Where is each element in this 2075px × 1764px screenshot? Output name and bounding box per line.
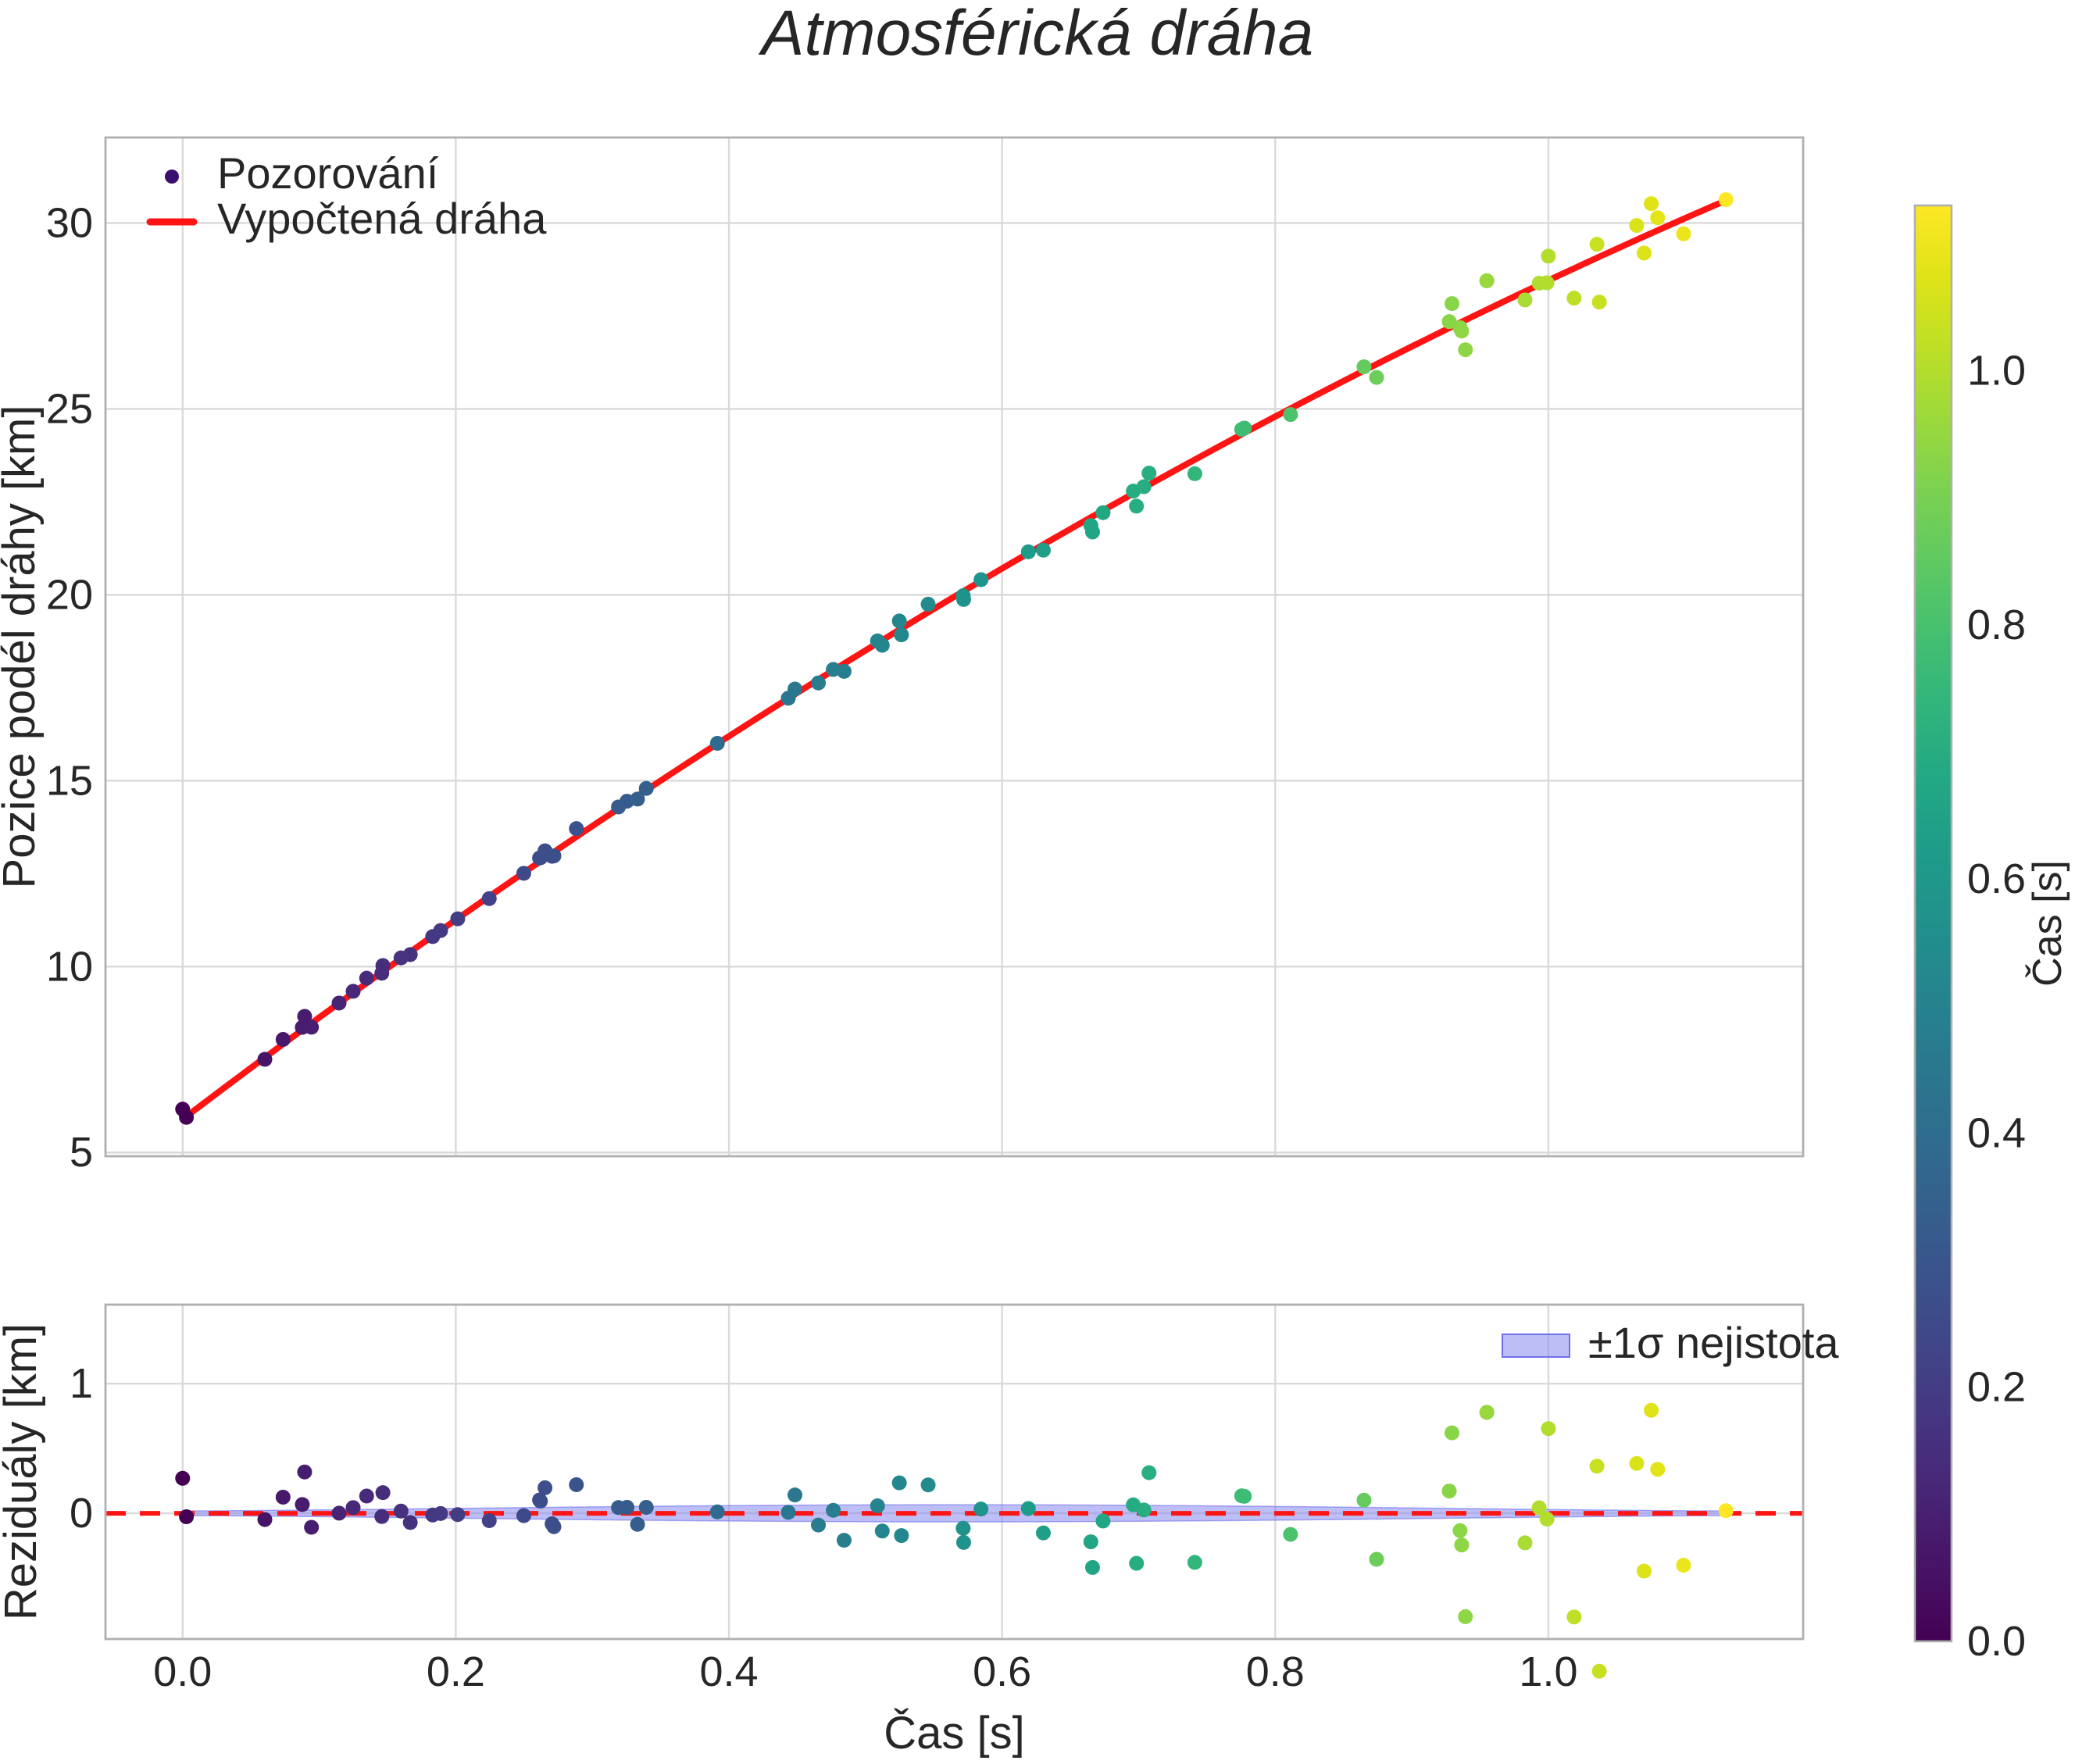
svg-text:0.0: 0.0 bbox=[153, 1648, 212, 1695]
svg-text:0.8: 0.8 bbox=[1246, 1648, 1305, 1695]
svg-text:0.4: 0.4 bbox=[1967, 1109, 2026, 1156]
svg-text:0.2: 0.2 bbox=[1967, 1364, 2026, 1411]
svg-text:0.0: 0.0 bbox=[1967, 1618, 2026, 1665]
svg-text:0.4: 0.4 bbox=[700, 1648, 759, 1695]
svg-text:Čas [s]: Čas [s] bbox=[2025, 860, 2070, 987]
svg-text:Pozorování: Pozorování bbox=[217, 148, 439, 198]
svg-text:Reziduály [km]: Reziduály [km] bbox=[0, 1323, 46, 1620]
svg-text:25: 25 bbox=[46, 385, 93, 432]
svg-text:1.0: 1.0 bbox=[1967, 347, 2026, 394]
svg-text:Čas [s]: Čas [s] bbox=[884, 1708, 1025, 1759]
svg-text:Pozice podél dráhy [km]: Pozice podél dráhy [km] bbox=[0, 405, 45, 889]
svg-text:1: 1 bbox=[70, 1360, 93, 1407]
svg-text:±1σ nejistota: ±1σ nejistota bbox=[1588, 1318, 1839, 1367]
svg-text:0.8: 0.8 bbox=[1967, 602, 2026, 648]
svg-text:15: 15 bbox=[46, 757, 93, 804]
svg-text:20: 20 bbox=[46, 571, 93, 618]
svg-text:0.6: 0.6 bbox=[973, 1648, 1031, 1695]
svg-text:0.6: 0.6 bbox=[1967, 855, 2026, 902]
svg-text:1.0: 1.0 bbox=[1519, 1648, 1577, 1695]
svg-text:0: 0 bbox=[70, 1490, 93, 1537]
svg-text:5: 5 bbox=[70, 1129, 93, 1176]
svg-text:0.2: 0.2 bbox=[427, 1648, 485, 1695]
svg-text:Vypočtená dráha: Vypočtená dráha bbox=[217, 194, 547, 243]
svg-text:30: 30 bbox=[46, 199, 93, 246]
svg-text:10: 10 bbox=[46, 943, 93, 990]
